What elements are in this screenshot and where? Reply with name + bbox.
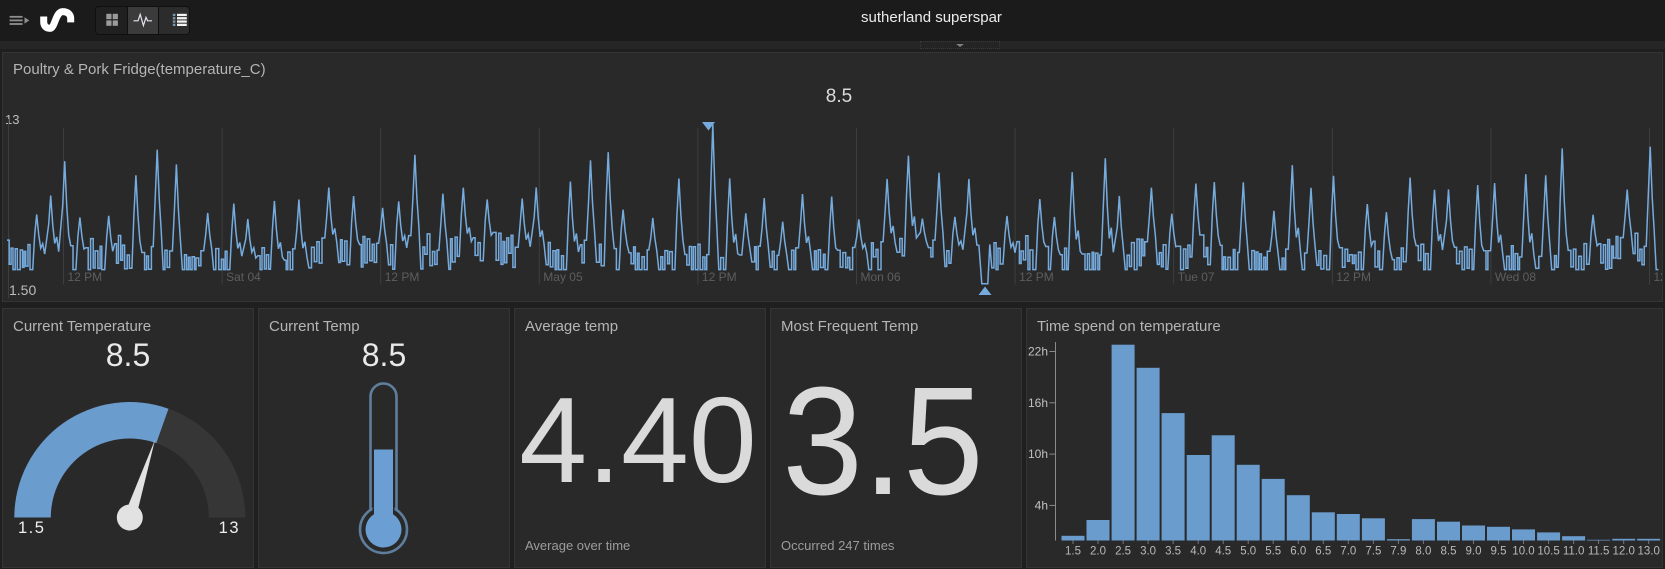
svg-text:12 PM: 12 PM (1019, 270, 1054, 284)
svg-text:10h: 10h (1028, 447, 1048, 461)
svg-text:7.5: 7.5 (1365, 546, 1381, 558)
svg-text:9.0: 9.0 (1466, 546, 1482, 558)
svg-text:12 PM: 12 PM (1654, 270, 1663, 284)
svg-text:6.5: 6.5 (1315, 546, 1331, 558)
svg-text:May 05: May 05 (543, 270, 583, 284)
svg-text:10.5: 10.5 (1537, 546, 1559, 558)
svg-text:7.9: 7.9 (1390, 546, 1406, 558)
svg-text:1.5: 1.5 (1065, 546, 1081, 558)
svg-text:8.5: 8.5 (1441, 546, 1457, 558)
svg-text:Wed 08: Wed 08 (1495, 270, 1536, 284)
svg-text:5.0: 5.0 (1240, 546, 1256, 558)
svg-text:4.5: 4.5 (1215, 546, 1231, 558)
svg-text:6.0: 6.0 (1290, 546, 1306, 558)
svg-text:4.0: 4.0 (1190, 546, 1206, 558)
svg-text:4h: 4h (1035, 498, 1048, 512)
svg-text:5.5: 5.5 (1265, 546, 1281, 558)
svg-text:12 PM: 12 PM (1336, 270, 1371, 284)
svg-text:12.0: 12.0 (1613, 546, 1635, 558)
svg-text:Sat 04: Sat 04 (226, 270, 261, 284)
svg-text:Mon 06: Mon 06 (861, 270, 901, 284)
svg-text:2.0: 2.0 (1090, 546, 1106, 558)
svg-text:12 PM: 12 PM (702, 270, 737, 284)
svg-text:2.5: 2.5 (1115, 546, 1131, 558)
svg-text:12 PM: 12 PM (385, 270, 420, 284)
svg-text:22h: 22h (1028, 345, 1048, 359)
svg-text:Tue 07: Tue 07 (1178, 270, 1215, 284)
svg-text:13.0: 13.0 (1638, 546, 1660, 558)
svg-text:8.0: 8.0 (1415, 546, 1431, 558)
svg-text:11.5: 11.5 (1588, 546, 1610, 558)
svg-text:3.5: 3.5 (1165, 546, 1181, 558)
svg-text:10.0: 10.0 (1512, 546, 1534, 558)
svg-text:16h: 16h (1028, 396, 1048, 410)
svg-text:9.5: 9.5 (1491, 546, 1507, 558)
svg-text:12 PM: 12 PM (68, 270, 103, 284)
svg-text:3.0: 3.0 (1140, 546, 1156, 558)
svg-text:11.0: 11.0 (1563, 546, 1585, 558)
svg-text:7.0: 7.0 (1340, 546, 1356, 558)
